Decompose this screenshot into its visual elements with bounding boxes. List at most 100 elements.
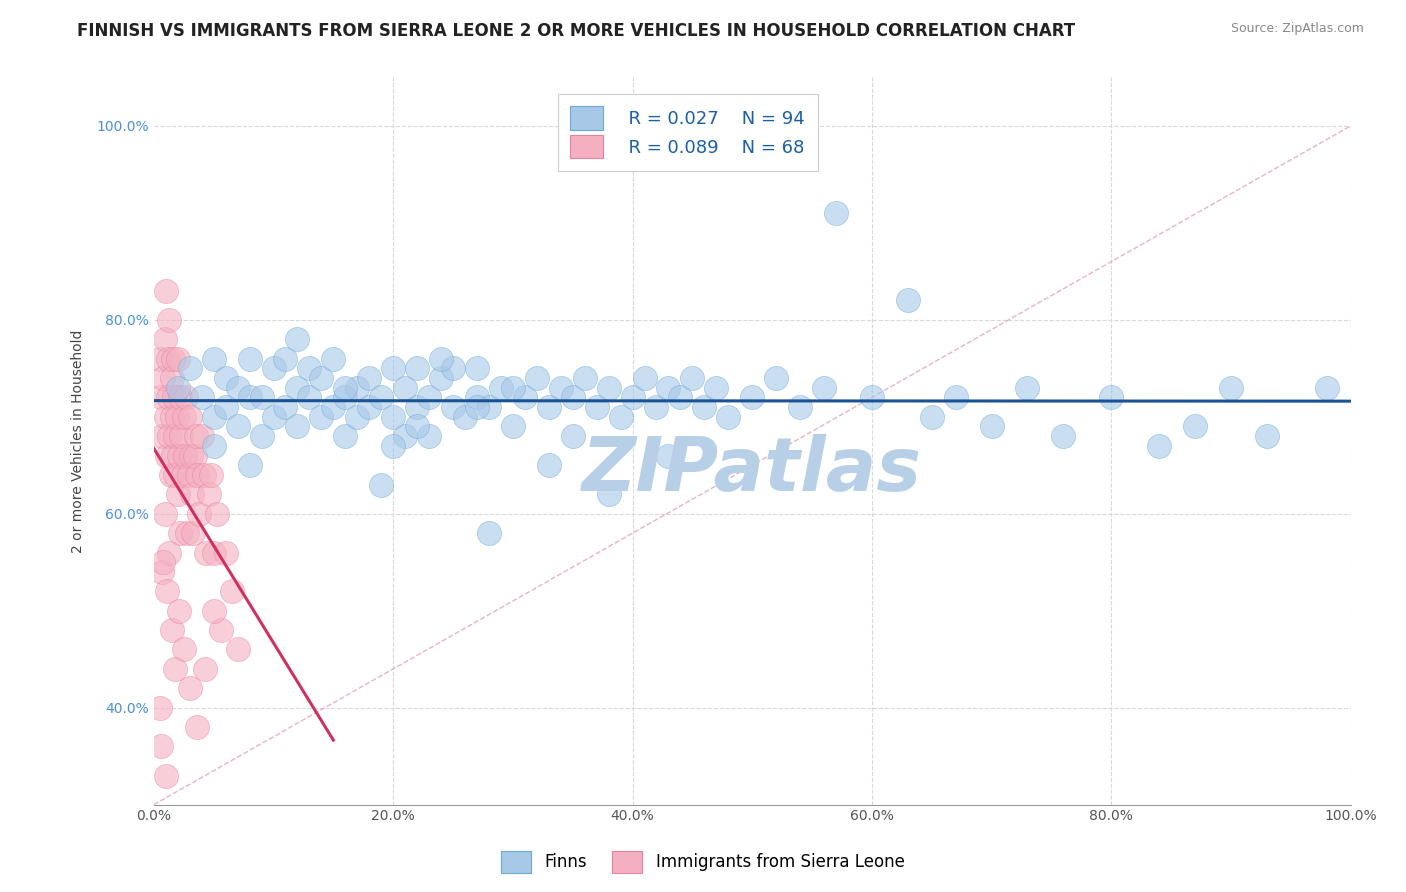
Point (765, 371, 787, 385)
Point (789, 400, 811, 414)
Point (173, 409, 195, 424)
Point (214, 545, 236, 559)
Point (173, 642, 195, 657)
Point (181, 487, 204, 501)
Point (165, 662, 187, 676)
Point (263, 409, 285, 424)
Point (657, 449, 679, 463)
Y-axis label: 2 or more Vehicles in Household: 2 or more Vehicles in Household (72, 329, 86, 553)
Point (502, 419, 524, 434)
Point (186, 720, 208, 734)
Point (198, 487, 221, 501)
Legend:   R = 0.027    N = 94,   R = 0.089    N = 68: R = 0.027 N = 94, R = 0.089 N = 68 (558, 94, 818, 171)
Point (1184, 419, 1206, 434)
Point (274, 400, 297, 414)
Point (633, 371, 655, 385)
Point (897, 293, 920, 308)
Point (441, 361, 464, 376)
Point (406, 361, 429, 376)
Point (174, 391, 197, 405)
Point (172, 467, 194, 482)
Point (149, 700, 172, 714)
Text: FINNISH VS IMMIGRANTS FROM SIERRA LEONE 2 OR MORE VEHICLES IN HOUSEHOLD CORRELAT: FINNISH VS IMMIGRANTS FROM SIERRA LEONE … (77, 22, 1076, 40)
Point (160, 371, 183, 385)
Point (1017, 381, 1039, 395)
Point (202, 545, 225, 559)
Point (179, 681, 201, 696)
Point (1219, 381, 1241, 395)
Point (186, 467, 208, 482)
Point (693, 400, 716, 414)
Point (335, 429, 357, 443)
Point (921, 409, 943, 424)
Point (311, 371, 333, 385)
Point (160, 623, 183, 637)
Point (194, 662, 217, 676)
Point (406, 419, 429, 434)
Point (741, 391, 763, 405)
Point (502, 381, 524, 395)
Point (250, 391, 273, 405)
Point (221, 584, 243, 599)
Point (157, 391, 180, 405)
Point (179, 409, 201, 424)
Point (166, 381, 188, 395)
Point (418, 391, 440, 405)
Point (214, 371, 236, 385)
Point (157, 429, 180, 443)
Point (465, 391, 488, 405)
Point (195, 545, 218, 559)
Point (155, 409, 177, 424)
Point (169, 526, 191, 541)
Point (945, 391, 967, 405)
Point (561, 429, 583, 443)
Point (860, 391, 883, 405)
Point (165, 429, 187, 443)
Point (322, 400, 344, 414)
Point (335, 391, 357, 405)
Legend: Finns, Immigrants from Sierra Leone: Finns, Immigrants from Sierra Leone (495, 845, 911, 880)
Point (157, 545, 180, 559)
Point (150, 391, 173, 405)
Point (163, 391, 186, 405)
Point (167, 604, 190, 618)
Point (478, 400, 501, 414)
Point (170, 429, 193, 443)
Point (346, 381, 368, 395)
Point (190, 429, 212, 443)
Point (184, 429, 207, 443)
Point (209, 623, 232, 637)
Point (165, 467, 187, 482)
Point (454, 409, 477, 424)
Point (1099, 391, 1122, 405)
Point (202, 409, 225, 424)
Point (585, 400, 607, 414)
Point (263, 361, 285, 376)
Point (166, 409, 188, 424)
Point (239, 351, 262, 366)
Point (298, 361, 321, 376)
Point (287, 381, 309, 395)
Point (226, 642, 249, 657)
Point (159, 467, 181, 482)
Point (155, 768, 177, 782)
Point (153, 332, 176, 346)
Point (825, 206, 848, 220)
Point (250, 429, 273, 443)
Point (526, 371, 548, 385)
Point (465, 361, 488, 376)
Point (152, 555, 174, 569)
Point (188, 507, 211, 521)
Point (166, 487, 188, 501)
Point (177, 467, 200, 482)
Point (167, 449, 190, 463)
Point (149, 351, 172, 366)
Point (156, 449, 179, 463)
Point (1316, 381, 1339, 395)
Point (157, 351, 180, 366)
Point (190, 391, 212, 405)
Point (609, 409, 631, 424)
Point (657, 381, 679, 395)
Point (478, 526, 501, 541)
Point (550, 381, 572, 395)
